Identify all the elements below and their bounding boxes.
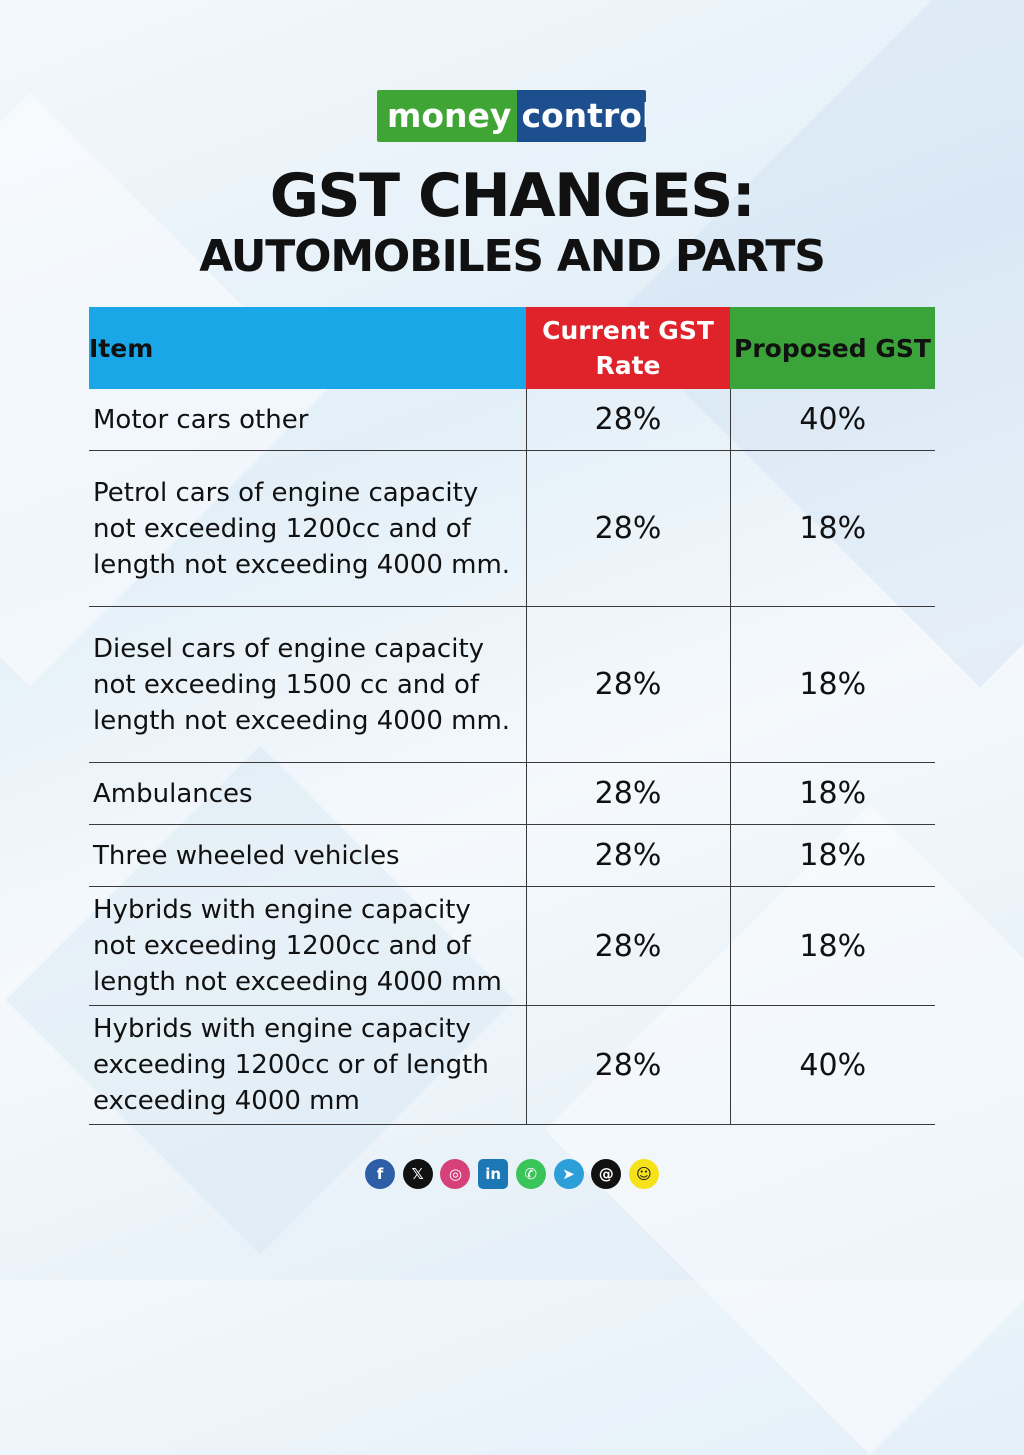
current-rate-cell: 28% [525,824,730,887]
linkedin-icon[interactable]: in [478,1159,509,1189]
logo-money-text: money [377,90,518,142]
social-icons: f 𝕏 ◎ in ✆ ➤ @ ☺ [365,1159,659,1191]
column-header-current-rate: Current GST Rate [526,307,730,389]
proposed-rate-cell: 18% [729,762,935,825]
proposed-rate-cell: 40% [729,1005,935,1125]
current-rate-cell: 28% [525,450,730,607]
page-title: GST CHANGES: [269,161,756,231]
table-row: Diesel cars of engine capacity not excee… [89,606,935,763]
moneycontrol-logo: money control [377,90,646,142]
item-cell: Hybrids with engine capacity not exceedi… [89,886,526,1006]
x-icon[interactable]: 𝕏 [402,1159,433,1189]
proposed-rate-cell: 40% [729,389,935,451]
column-header-proposed-rate: Proposed GST [730,307,935,389]
current-rate-cell: 28% [525,762,730,825]
item-cell: Hybrids with engine capacity exceeding 1… [89,1005,526,1125]
table-row: Ambulances 28% 18% [89,762,935,825]
telegram-icon[interactable]: ➤ [553,1159,584,1189]
item-cell: Diesel cars of engine capacity not excee… [89,606,526,763]
item-cell: Motor cars other [89,389,526,451]
threads-icon[interactable]: @ [591,1159,622,1189]
page-subtitle: AUTOMOBILES AND PARTS [199,231,826,282]
item-cell: Three wheeled vehicles [89,824,526,887]
current-rate-cell: 28% [525,606,730,763]
proposed-rate-cell: 18% [729,886,935,1006]
proposed-rate-cell: 18% [729,450,935,607]
table-header-row: Item Current GST Rate Proposed GST [89,307,935,389]
proposed-rate-cell: 18% [729,824,935,887]
gst-table: Item Current GST Rate Proposed GST Motor… [89,307,935,1125]
proposed-rate-cell: 18% [729,606,935,763]
instagram-icon[interactable]: ◎ [440,1159,471,1189]
current-rate-cell: 28% [525,886,730,1006]
table-row: Motor cars other 28% 40% [89,389,935,451]
logo-control-text: control [517,90,646,142]
column-header-item: Item [89,307,526,389]
current-rate-cell: 28% [525,1005,730,1125]
item-cell: Petrol cars of engine capacity not excee… [89,450,526,607]
current-rate-cell: 28% [525,389,730,451]
table-row: Hybrids with engine capacity exceeding 1… [89,1005,935,1125]
table-row: Petrol cars of engine capacity not excee… [89,450,935,607]
item-cell: Ambulances [89,762,526,825]
facebook-icon[interactable]: f [365,1159,395,1189]
table-row: Three wheeled vehicles 28% 18% [89,824,935,887]
table-row: Hybrids with engine capacity not exceedi… [89,886,935,1006]
whatsapp-icon[interactable]: ✆ [515,1159,546,1189]
snapchat-icon[interactable]: ☺ [628,1159,659,1189]
